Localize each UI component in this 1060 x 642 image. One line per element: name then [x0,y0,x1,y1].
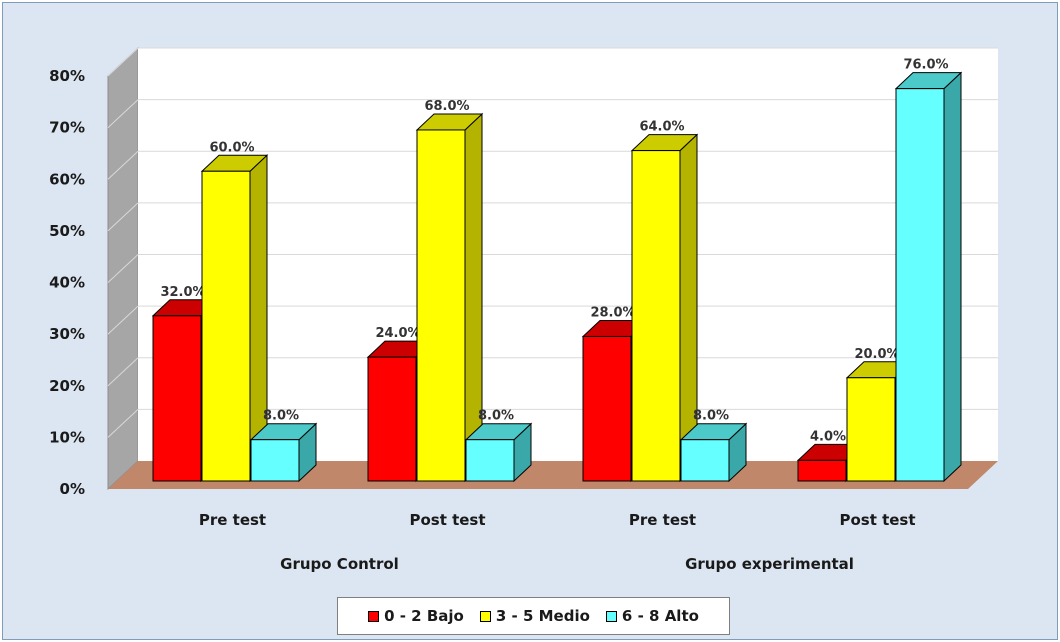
bar [416,129,466,482]
data-label: 24.0% [375,326,420,341]
group-label: Grupo Control [280,555,399,573]
bar-chart: 0% 10% 20% 30% 40% 50% 60% 70% 80% 32.0% 60.0% 8.0%… [49,46,998,573]
y-tick-label: 70% [49,119,85,137]
bar-side [464,112,483,483]
y-tick-label: 80% [49,67,85,85]
floor [108,461,998,489]
data-label: 4.0% [810,429,846,444]
legend-label-medio: 3 - 5 Medio [495,607,590,625]
bar [465,439,515,482]
y-tick-label: 40% [49,274,85,292]
bar [631,150,681,482]
bar [680,439,730,482]
bar [152,315,202,482]
gridline-side [107,99,139,128]
bar [201,170,251,482]
bar [846,377,896,482]
gridline-side [107,150,139,180]
y-tick-label: 0% [60,480,85,498]
bar [367,356,417,482]
bar [895,88,945,482]
data-label: 76.0% [903,58,948,73]
y-tick-label: 10% [49,428,85,446]
gridline-side [107,409,139,438]
category-label: Post test [409,511,485,529]
data-label: 20.0% [854,347,899,362]
data-label: 60.0% [209,140,254,155]
data-label: 28.0% [590,305,635,320]
data-label: 8.0% [478,409,514,424]
category-label: Pre test [629,511,696,529]
legend-swatch-medio [479,610,491,622]
gridline-side [107,305,139,335]
data-label: 8.0% [693,409,729,424]
bar-side [943,71,962,483]
data-label: 64.0% [639,120,684,135]
category-label: Post test [839,511,915,529]
legend-label-alto: 6 - 8 Alto [621,607,699,625]
legend-item-medio: 3 - 5 Medio [479,607,590,625]
y-tick-label: 50% [49,222,85,240]
legend-item-bajo: 0 - 2 Bajo [368,607,464,625]
legend-label-bajo: 0 - 2 Bajo [384,607,464,625]
y-tick-label: 60% [49,170,85,188]
legend-swatch-bajo [368,610,380,622]
data-label: 8.0% [263,409,299,424]
data-label: 32.0% [160,285,205,300]
legend-item-alto: 6 - 8 Alto [605,607,699,625]
y-tick-label: 30% [49,325,85,343]
gridline-side [107,47,139,77]
gridline-side [107,357,139,387]
gridline-side [107,202,139,232]
bar [250,439,300,482]
bar [582,335,632,482]
y-tick-label: 20% [49,377,85,395]
data-label: 68.0% [424,99,469,114]
group-label: Grupo experimental [685,555,854,573]
legend-swatch-alto [605,610,617,622]
category-label: Pre test [199,511,266,529]
bar [797,459,847,482]
gridline-side [107,254,139,283]
legend: 0 - 2 Bajo 3 - 5 Medio 6 - 8 Alto [337,597,730,635]
